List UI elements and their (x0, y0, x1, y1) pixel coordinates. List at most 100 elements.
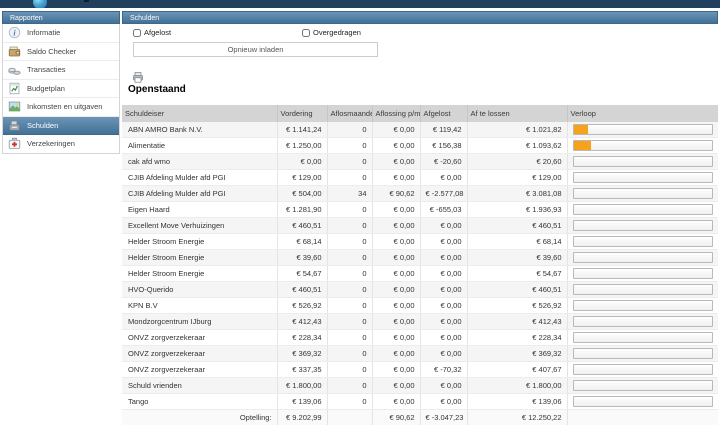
progress-bar (573, 396, 713, 407)
progress-bar (573, 364, 713, 375)
column-header-aflosmaanden[interactable]: Aflosmaanden (327, 105, 372, 122)
progress-fill (574, 125, 588, 134)
filter-afgelost[interactable]: Afgelost (133, 28, 171, 37)
cell-schuldeiser: Helder Stroom Energie (122, 266, 277, 282)
sidebar-item-label: Verzekeringen (27, 139, 75, 148)
totals-row: Optelling: € 9.202,99 € 90,62 € -3.047,2… (122, 410, 718, 425)
cell-aflossing-pm: € 0,00 (372, 138, 420, 154)
progress-bar (573, 172, 713, 183)
picture-icon (8, 100, 21, 113)
cell-af-te-lossen: € 54,67 (467, 266, 567, 282)
sidebar-item-transacties[interactable]: Transacties (3, 61, 119, 80)
sidebar-item-verzekeringen[interactable]: Verzekeringen (3, 135, 119, 153)
cell-vordering: € 39,60 (277, 250, 327, 266)
section-title: Openstaand (128, 84, 186, 95)
sidebar-header: Rapporten (2, 11, 120, 24)
column-header-aflossing-pm[interactable]: Aflossing p/m (372, 105, 420, 122)
cell-af-te-lossen: € 460,51 (467, 218, 567, 234)
cell-afgelost: € 0,00 (420, 282, 467, 298)
cell-vordering: € 526,92 (277, 298, 327, 314)
cell-vordering: € 129,00 (277, 170, 327, 186)
debts-table-container: Schuldeiser Vordering Aflosmaanden Aflos… (122, 105, 718, 425)
totals-label: Optelling: (122, 410, 277, 425)
cell-afgelost: € 0,00 (420, 346, 467, 362)
cell-aflosmaanden: 0 (327, 282, 372, 298)
cell-af-te-lossen: € 1.800,00 (467, 378, 567, 394)
column-header-afgelost[interactable]: Afgelost (420, 105, 467, 122)
coins-icon (8, 63, 21, 76)
column-header-schuldeiser[interactable]: Schuldeiser (122, 105, 277, 122)
progress-bar (573, 188, 713, 199)
print-button[interactable] (132, 71, 144, 83)
cell-verloop (567, 218, 718, 234)
cell-schuldeiser: ONVZ zorgverzekeraar (122, 362, 277, 378)
cell-afgelost: € 0,00 (420, 250, 467, 266)
progress-bar (573, 140, 713, 151)
sidebar-item-schulden[interactable]: Schulden (3, 117, 119, 136)
cell-aflossing-pm: € 90,62 (372, 186, 420, 202)
column-header-verloop[interactable]: Verloop (567, 105, 718, 122)
cash-register-icon (8, 119, 21, 132)
cell-vordering: € 68,14 (277, 234, 327, 250)
cell-schuldeiser: KPN B.V (122, 298, 277, 314)
sidebar-item-saldo-checker[interactable]: Saldo Checker (3, 43, 119, 62)
cell-aflossing-pm: € 0,00 (372, 298, 420, 314)
cell-aflossing-pm: € 0,00 (372, 202, 420, 218)
progress-fill (574, 141, 591, 150)
cell-af-te-lossen: € 20,60 (467, 154, 567, 170)
cell-verloop (567, 298, 718, 314)
cell-aflossing-pm: € 0,00 (372, 346, 420, 362)
cell-verloop (567, 138, 718, 154)
sidebar-item-inkomsten-en-uitgaven[interactable]: Inkomsten en uitgaven (3, 98, 119, 117)
progress-bar (573, 284, 713, 295)
afgelost-checkbox[interactable] (133, 29, 141, 37)
reload-button[interactable]: Opnieuw inladen (133, 42, 378, 57)
cell-af-te-lossen: € 39,60 (467, 250, 567, 266)
overgedragen-checkbox[interactable] (302, 29, 310, 37)
column-header-af-te-lossen[interactable]: Af te lossen (467, 105, 567, 122)
cell-afgelost: € 156,38 (420, 138, 467, 154)
cell-afgelost: € -2.577,08 (420, 186, 467, 202)
cell-afgelost: € -20,60 (420, 154, 467, 170)
filter-overgedragen[interactable]: Overgedragen (302, 28, 361, 37)
cell-aflosmaanden: 0 (327, 298, 372, 314)
cell-schuldeiser: CJIB Afdeling Mulder afd PGI (122, 186, 277, 202)
cell-vordering: € 412,43 (277, 314, 327, 330)
cell-af-te-lossen: € 1.021,82 (467, 122, 567, 138)
cell-verloop (567, 346, 718, 362)
cell-verloop (567, 186, 718, 202)
column-header-vordering[interactable]: Vordering (277, 105, 327, 122)
sidebar-item-budgetplan[interactable]: Budgetplan (3, 80, 119, 99)
cell-verloop (567, 394, 718, 410)
totals-af-te-lossen: € 12.250,22 (467, 410, 567, 425)
cell-aflossing-pm: € 0,00 (372, 362, 420, 378)
cell-af-te-lossen: € 1.093,62 (467, 138, 567, 154)
cell-aflosmaanden: 0 (327, 138, 372, 154)
sidebar-item-label: Transacties (27, 65, 66, 74)
cell-aflossing-pm: € 0,00 (372, 330, 420, 346)
cell-aflosmaanden: 0 (327, 394, 372, 410)
cell-aflosmaanden: 0 (327, 154, 372, 170)
cell-aflossing-pm: € 0,00 (372, 170, 420, 186)
